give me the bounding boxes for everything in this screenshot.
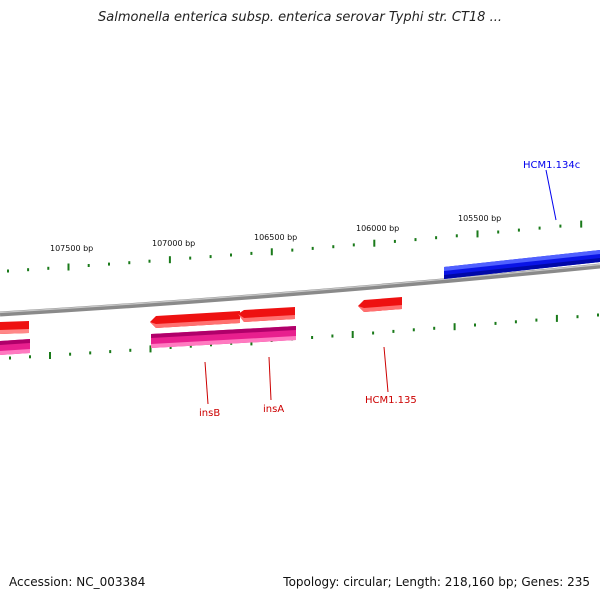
gene-left-edge-red[interactable]: [0, 321, 29, 334]
leader-insb: [204, 361, 209, 405]
minor-tick: [9, 356, 11, 360]
inner-tick-ring: [9, 313, 599, 360]
minor-tick: [517, 228, 520, 232]
major-tick: [453, 323, 456, 331]
major-tick: [373, 239, 376, 247]
gene-insa-arrow[interactable]: [238, 307, 295, 322]
minor-tick: [559, 224, 562, 228]
gene-label-insb[interactable]: insB: [199, 408, 220, 419]
minor-tick: [372, 331, 375, 335]
minor-tick: [250, 251, 253, 255]
leader-hcm1-134c: [545, 169, 557, 221]
minor-tick: [332, 245, 335, 249]
minor-tick: [148, 259, 151, 263]
minor-tick: [89, 351, 92, 355]
minor-tick: [597, 313, 599, 317]
minor-tick: [433, 326, 436, 330]
minor-tick: [209, 255, 212, 259]
minor-tick: [108, 262, 110, 266]
gene-label-hcm1-134c[interactable]: HCM1.134c: [523, 160, 580, 171]
outer-tick-ring: [7, 220, 583, 273]
major-tick: [149, 345, 152, 353]
map-title: Salmonella enterica subsp. enterica sero…: [98, 10, 502, 25]
major-tick: [580, 220, 583, 228]
gene-label-hcm1-135[interactable]: HCM1.135: [365, 395, 417, 406]
minor-tick: [87, 264, 90, 267]
minor-tick: [514, 320, 517, 324]
tick-label-105500: 105500 bp: [458, 214, 501, 223]
major-tick: [49, 352, 51, 359]
major-tick: [168, 256, 171, 264]
gene-hcm1-134c-arrow[interactable]: [444, 250, 600, 279]
tick-label-106500: 106500 bp: [254, 233, 297, 242]
minor-tick: [291, 248, 294, 252]
minor-tick: [311, 246, 314, 250]
major-tick: [351, 331, 354, 338]
minor-tick: [393, 239, 396, 243]
minor-tick: [576, 315, 579, 319]
tick-label-107500: 107500 bp: [50, 244, 93, 253]
minor-tick: [331, 334, 334, 338]
minor-tick: [128, 261, 131, 265]
minor-tick: [435, 236, 438, 240]
minor-tick: [311, 336, 314, 339]
leader-hcm1-135: [383, 346, 389, 393]
accession-label: Accession: NC_003384: [9, 575, 146, 589]
minor-tick: [109, 350, 112, 354]
minor-tick: [414, 238, 417, 242]
major-tick: [270, 248, 273, 256]
tick-label-107000: 107000 bp: [152, 239, 195, 248]
minor-tick: [230, 253, 232, 257]
minor-tick: [535, 318, 538, 322]
gene-hcm1-135-arrow[interactable]: [358, 297, 402, 312]
minor-tick: [189, 256, 192, 260]
minor-tick: [7, 269, 9, 273]
minor-tick: [129, 348, 132, 352]
minor-tick: [455, 234, 458, 238]
minor-tick: [210, 343, 212, 347]
minor-tick: [27, 268, 30, 272]
major-tick: [476, 230, 479, 238]
gene-label-insa[interactable]: insA: [263, 404, 284, 415]
pseudo-gene-left-edge[interactable]: [0, 339, 30, 355]
minor-tick: [352, 243, 355, 247]
backbone-highlight: [0, 263, 600, 314]
tick-label-106000: 106000 bp: [356, 224, 399, 233]
minor-tick: [412, 328, 415, 332]
minor-tick: [69, 352, 72, 356]
minor-tick: [494, 321, 497, 325]
minor-tick: [474, 323, 476, 327]
minor-tick: [538, 226, 541, 230]
major-tick: [67, 263, 70, 271]
leader-insa: [268, 356, 272, 401]
backbone-line: [0, 263, 600, 317]
minor-tick: [169, 346, 172, 349]
minor-tick: [497, 230, 500, 234]
pseudo-gene-center[interactable]: [151, 326, 296, 348]
major-tick: [555, 314, 558, 322]
topology-label: Topology: circular; Length: 218,160 bp; …: [283, 575, 590, 589]
minor-tick: [29, 355, 31, 359]
minor-tick: [47, 266, 50, 270]
minor-tick: [392, 329, 395, 333]
minor-tick: [189, 344, 192, 348]
gene-insb-arrow[interactable]: [150, 311, 240, 328]
